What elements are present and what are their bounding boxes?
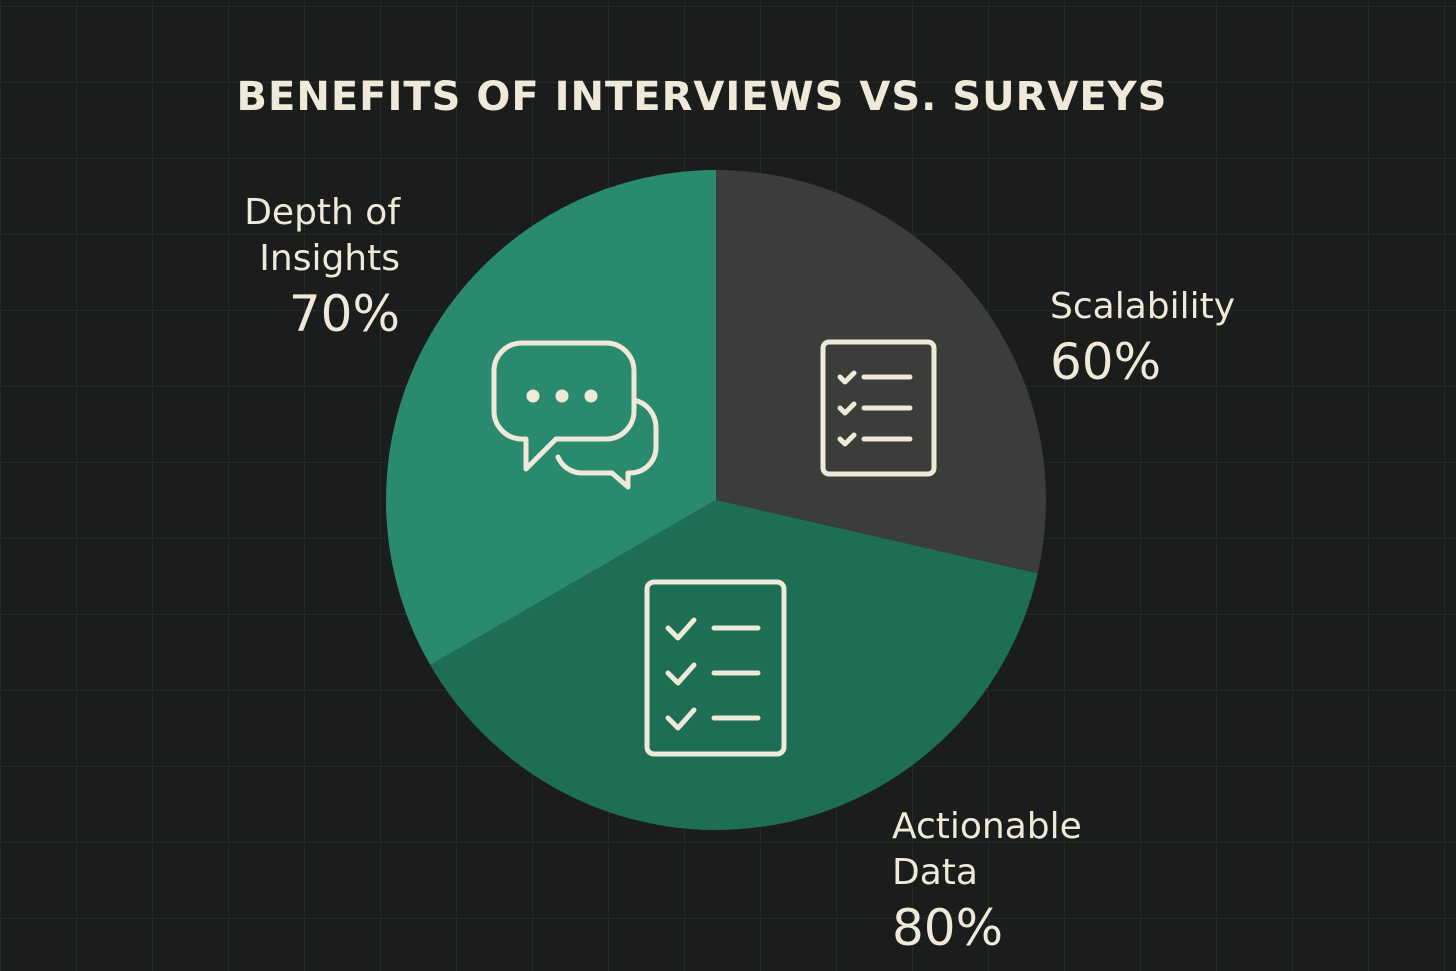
category-label: Actionable Data <box>892 806 1082 893</box>
slice-label: Actionable Data 80% <box>892 804 1102 960</box>
checklist-icon <box>644 579 787 757</box>
pie-slice <box>430 500 1038 830</box>
category-label: Depth of Insights <box>244 192 400 279</box>
chart-title: BENEFITS OF INTERVIEWS VS. SURVEYS <box>236 74 1168 120</box>
category-label: Scalability <box>1050 286 1236 327</box>
pie <box>386 170 1046 830</box>
value-label: 60% <box>1050 333 1162 391</box>
value-label: 70% <box>288 285 400 343</box>
slice-label: Depth of Insights 70% <box>218 190 400 346</box>
pie-slice <box>386 170 716 665</box>
value-label: 80% <box>892 899 1004 957</box>
slice-label: Scalability 60% <box>1050 284 1235 394</box>
checklist-icon <box>820 339 937 477</box>
chat-icon <box>491 340 659 490</box>
pie-slice <box>716 170 1046 574</box>
